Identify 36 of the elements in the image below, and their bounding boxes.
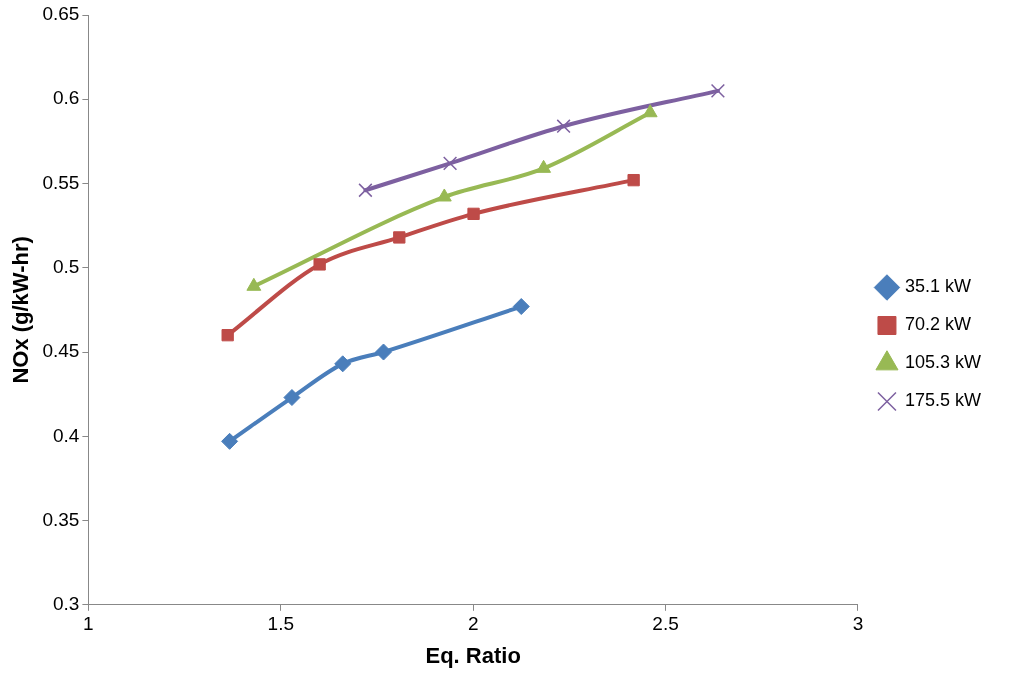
point (283, 389, 301, 407)
y-tick-label: 0.6 (52, 87, 80, 109)
y-tick-label: 0.65 (42, 3, 80, 25)
point (334, 355, 352, 373)
point (710, 83, 726, 98)
point (467, 207, 480, 220)
point (556, 119, 571, 134)
legend-label: 70.2 kW (904, 314, 971, 335)
point (393, 231, 406, 244)
point (221, 329, 234, 342)
point (221, 432, 239, 450)
y-tick-label: 0.3 (52, 593, 80, 615)
legend-label: 35.1 kW (904, 276, 971, 297)
y-tick-label: 0.5 (52, 256, 80, 278)
x-tick-label: 1.5 (267, 613, 294, 635)
point (313, 258, 326, 271)
x-tick-label: 1 (83, 613, 94, 635)
point (512, 298, 530, 316)
point (358, 183, 373, 198)
point (442, 156, 458, 171)
y-tick-label: 0.55 (42, 171, 80, 193)
x-tick-label: 2.5 (652, 613, 679, 635)
x-axis-title: Eq. Ratio (425, 642, 521, 668)
y-tick-label: 0.4 (52, 424, 80, 446)
point (436, 188, 452, 202)
x-tick-label: 2 (467, 613, 479, 635)
point (536, 159, 552, 173)
y-tick-label: 0.45 (42, 340, 80, 362)
legend-label: 105.3 kW (904, 352, 982, 373)
point (375, 343, 393, 361)
x-tick-label: 3 (852, 613, 864, 635)
point (642, 104, 658, 118)
legend-label: 175.5 kW (904, 390, 982, 411)
point (627, 173, 640, 187)
y-axis-title: NOx (g/kW-hr) (8, 236, 34, 384)
y-tick-label: 0.35 (42, 508, 80, 530)
